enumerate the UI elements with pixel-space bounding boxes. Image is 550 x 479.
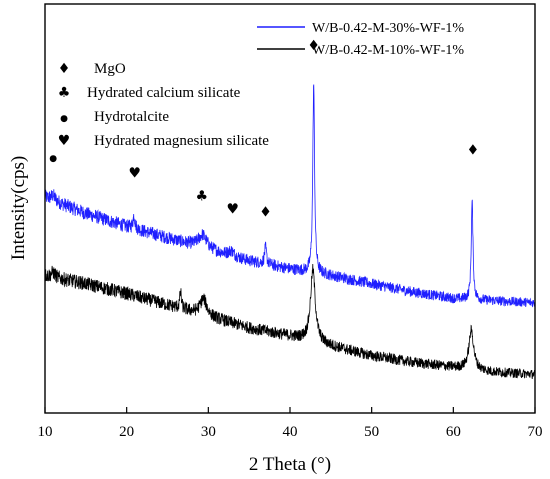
key-symbol-mgo: ♦ xyxy=(58,61,71,77)
x-axis-label: 2 Theta (°) xyxy=(249,454,331,475)
x-tick-label: 10 xyxy=(38,424,53,440)
x-tick-label: 60 xyxy=(446,424,461,440)
legend-label-series-2: W/B-0.42-M-10%-WF-1% xyxy=(312,43,464,58)
peak-marker: ♥ xyxy=(129,165,142,181)
peak-marker: ♦ xyxy=(467,143,480,159)
peak-marker: ♦ xyxy=(307,38,320,54)
series-line-1 xyxy=(44,84,536,308)
key-symbol-calcium-silicate: ♣ xyxy=(58,85,71,101)
series-line-2 xyxy=(44,264,536,379)
x-tick-label: 70 xyxy=(528,424,543,440)
y-axis-label: Intensity(cps) xyxy=(8,156,29,260)
peak-marker: ♦ xyxy=(259,205,272,221)
peak-marker: ● xyxy=(49,154,57,164)
x-axis-ticks: 10 20 30 40 50 60 70 xyxy=(38,407,543,440)
series-layer xyxy=(44,84,536,379)
peak-marker: ♣ xyxy=(196,188,209,204)
series-legend: W/B-0.42-M-30%-WF-1% W/B-0.42-M-10%-WF-1… xyxy=(257,21,464,58)
phase-key: ♦ MgO ♣ Hydrated calcium silicate ● Hydr… xyxy=(58,61,270,149)
key-label-magnesium-silicate: Hydrated magnesium silicate xyxy=(94,133,269,149)
key-symbol-hydrotalcite: ● xyxy=(60,114,68,124)
x-tick-label: 50 xyxy=(364,424,379,440)
key-label-mgo: MgO xyxy=(94,61,126,77)
peak-markers: ●♥♣♥ ♦♦♦ xyxy=(49,38,479,221)
x-tick-label: 40 xyxy=(283,424,298,440)
legend-label-series-1: W/B-0.42-M-30%-WF-1% xyxy=(312,21,464,36)
key-label-calcium-silicate: Hydrated calcium silicate xyxy=(87,85,241,101)
peak-marker: ♥ xyxy=(227,201,240,217)
x-tick-label: 20 xyxy=(119,424,134,440)
key-label-hydrotalcite: Hydrotalcite xyxy=(94,109,169,125)
key-symbol-magnesium-silicate: ♥ xyxy=(58,133,71,149)
x-tick-label: 30 xyxy=(201,424,216,440)
